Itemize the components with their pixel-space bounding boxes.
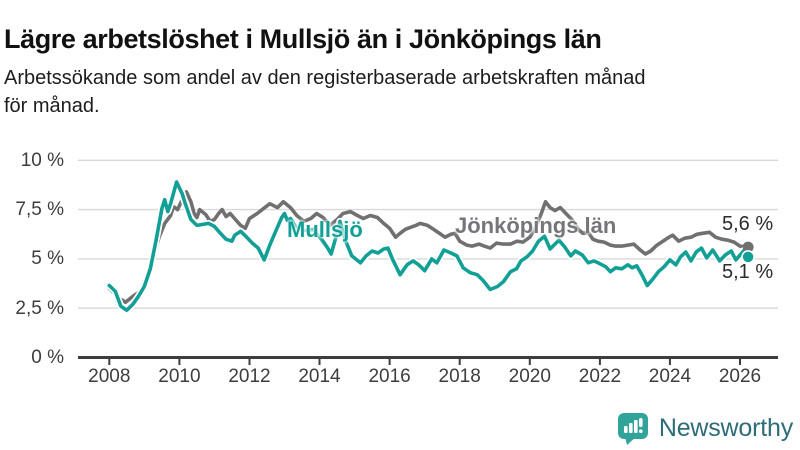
x-tick-label: 2008 (88, 366, 131, 387)
x-tick-label: 2010 (158, 366, 201, 387)
series-line-0 (107, 190, 750, 305)
series-end-dot-0 (742, 241, 754, 253)
x-tick-label: 2016 (368, 366, 411, 387)
end-value-label-jonkopings-lan: 5,6 % (722, 213, 774, 235)
chart-subtitle: Arbetssökande som andel av den registerb… (4, 64, 792, 120)
newsworthy-logo-icon (617, 413, 648, 445)
x-tick-label: 2024 (648, 366, 692, 387)
end-value-label-mullsjo: 5,1 % (722, 261, 774, 283)
newsworthy-logo-text: Newsworthy (658, 413, 793, 442)
x-tick-label: 2020 (508, 366, 551, 387)
x-tick-label: 2026 (718, 366, 762, 387)
series-line-1 (107, 180, 750, 312)
page-title: Lägre arbetslöshet i Mullsjö än i Jönköp… (4, 24, 602, 55)
chart-subtitle-line-2: för månad. (4, 95, 100, 117)
series-line-casing (105, 178, 752, 314)
series-label-jonkopings-lan: Jönköpings län (455, 213, 617, 238)
newsworthy-logo: Newsworthy (615, 410, 793, 446)
x-tick-label: 2018 (438, 366, 481, 387)
y-tick-label: 10 % (20, 149, 64, 171)
chart-subtitle-line-1: Arbetssökande som andel av den registerb… (4, 67, 646, 89)
series-label-mullsjo: Mullsjö (287, 217, 363, 242)
x-tick-label: 2012 (228, 366, 271, 387)
y-tick-label: 0 % (31, 347, 64, 368)
x-tick-label: 2014 (298, 366, 341, 387)
series-end-dot-1 (741, 250, 755, 264)
x-tick-label: 2022 (578, 366, 622, 387)
y-tick-label: 7,5 % (15, 199, 64, 221)
y-tick-label: 2,5 % (15, 297, 64, 319)
y-tick-label: 5 % (31, 248, 64, 270)
